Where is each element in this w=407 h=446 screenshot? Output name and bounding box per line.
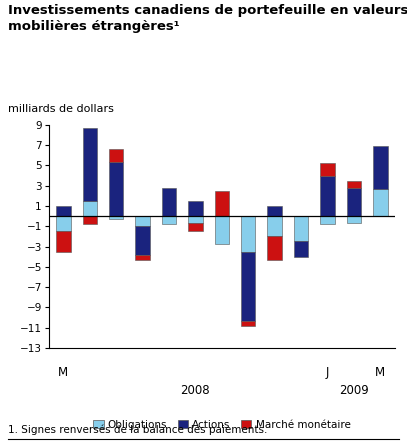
Bar <box>347 181 361 188</box>
Bar <box>56 216 71 231</box>
Bar <box>83 201 97 216</box>
Text: milliards de dollars: milliards de dollars <box>8 104 114 114</box>
Text: J: J <box>326 366 329 379</box>
Text: 2009: 2009 <box>339 384 369 396</box>
Bar <box>56 206 71 216</box>
Bar <box>162 188 176 216</box>
Bar <box>109 162 123 216</box>
Bar <box>320 176 335 216</box>
Bar <box>373 189 387 216</box>
Bar <box>135 226 150 255</box>
Bar <box>188 216 203 223</box>
Bar <box>109 216 123 219</box>
Text: Investissements canadiens de portefeuille en valeurs
mobilières étrangères¹: Investissements canadiens de portefeuill… <box>8 4 407 33</box>
Text: M: M <box>58 366 68 379</box>
Bar <box>135 216 150 226</box>
Bar <box>320 163 335 176</box>
Bar <box>83 216 97 224</box>
Bar <box>241 216 256 252</box>
Bar <box>162 216 176 224</box>
Bar <box>188 201 203 216</box>
Bar <box>214 191 229 216</box>
Bar <box>294 241 309 256</box>
Bar <box>188 223 203 231</box>
Bar <box>56 231 71 252</box>
Bar <box>135 255 150 260</box>
Bar <box>347 188 361 216</box>
Text: 1. Signes renversés de la balance des paiements.: 1. Signes renversés de la balance des pa… <box>8 424 267 435</box>
Bar <box>267 236 282 260</box>
Bar <box>214 216 229 244</box>
Bar <box>373 146 387 189</box>
Bar <box>294 216 309 241</box>
Bar <box>241 252 256 321</box>
Bar <box>83 128 97 201</box>
Bar <box>267 216 282 236</box>
Bar <box>267 206 282 216</box>
Bar <box>241 321 256 326</box>
Bar <box>109 149 123 162</box>
Legend: Obligations, Actions, Marché monétaire: Obligations, Actions, Marché monétaire <box>89 416 354 434</box>
Text: 2008: 2008 <box>181 384 210 396</box>
Bar <box>320 216 335 224</box>
Bar <box>347 216 361 223</box>
Text: M: M <box>375 366 385 379</box>
